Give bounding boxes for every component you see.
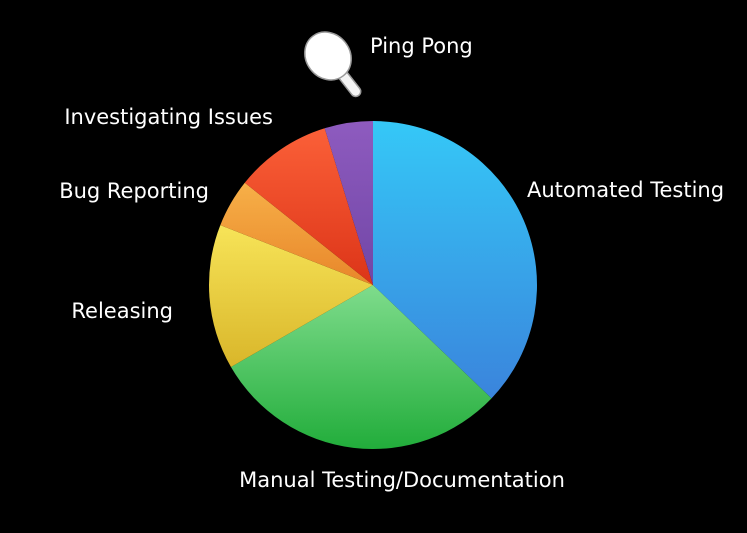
pie-slice-bug-reporting: [220, 182, 373, 285]
slice-labels: Automated Testing Manual Testing/Documen…: [59, 34, 724, 492]
label-releasing: Releasing: [71, 299, 173, 323]
label-bug-reporting: Bug Reporting: [59, 179, 209, 203]
pie-slice-ping-pong: [324, 121, 373, 285]
label-ping-pong: Ping Pong: [370, 34, 473, 58]
pie-slice-automated-testing: [373, 121, 537, 399]
pie-slice-investigating-issues: [244, 128, 373, 285]
pie-slice-releasing: [208, 225, 373, 367]
label-automated-testing: Automated Testing: [527, 178, 724, 202]
label-manual-testing: Manual Testing/Documentation: [239, 468, 565, 492]
label-investigating-issues: Investigating Issues: [64, 105, 273, 129]
pie-slice-manual-testing-documentation: [230, 285, 492, 449]
ping-pong-paddle-icon: [304, 31, 362, 98]
pie-slices: [208, 121, 537, 449]
